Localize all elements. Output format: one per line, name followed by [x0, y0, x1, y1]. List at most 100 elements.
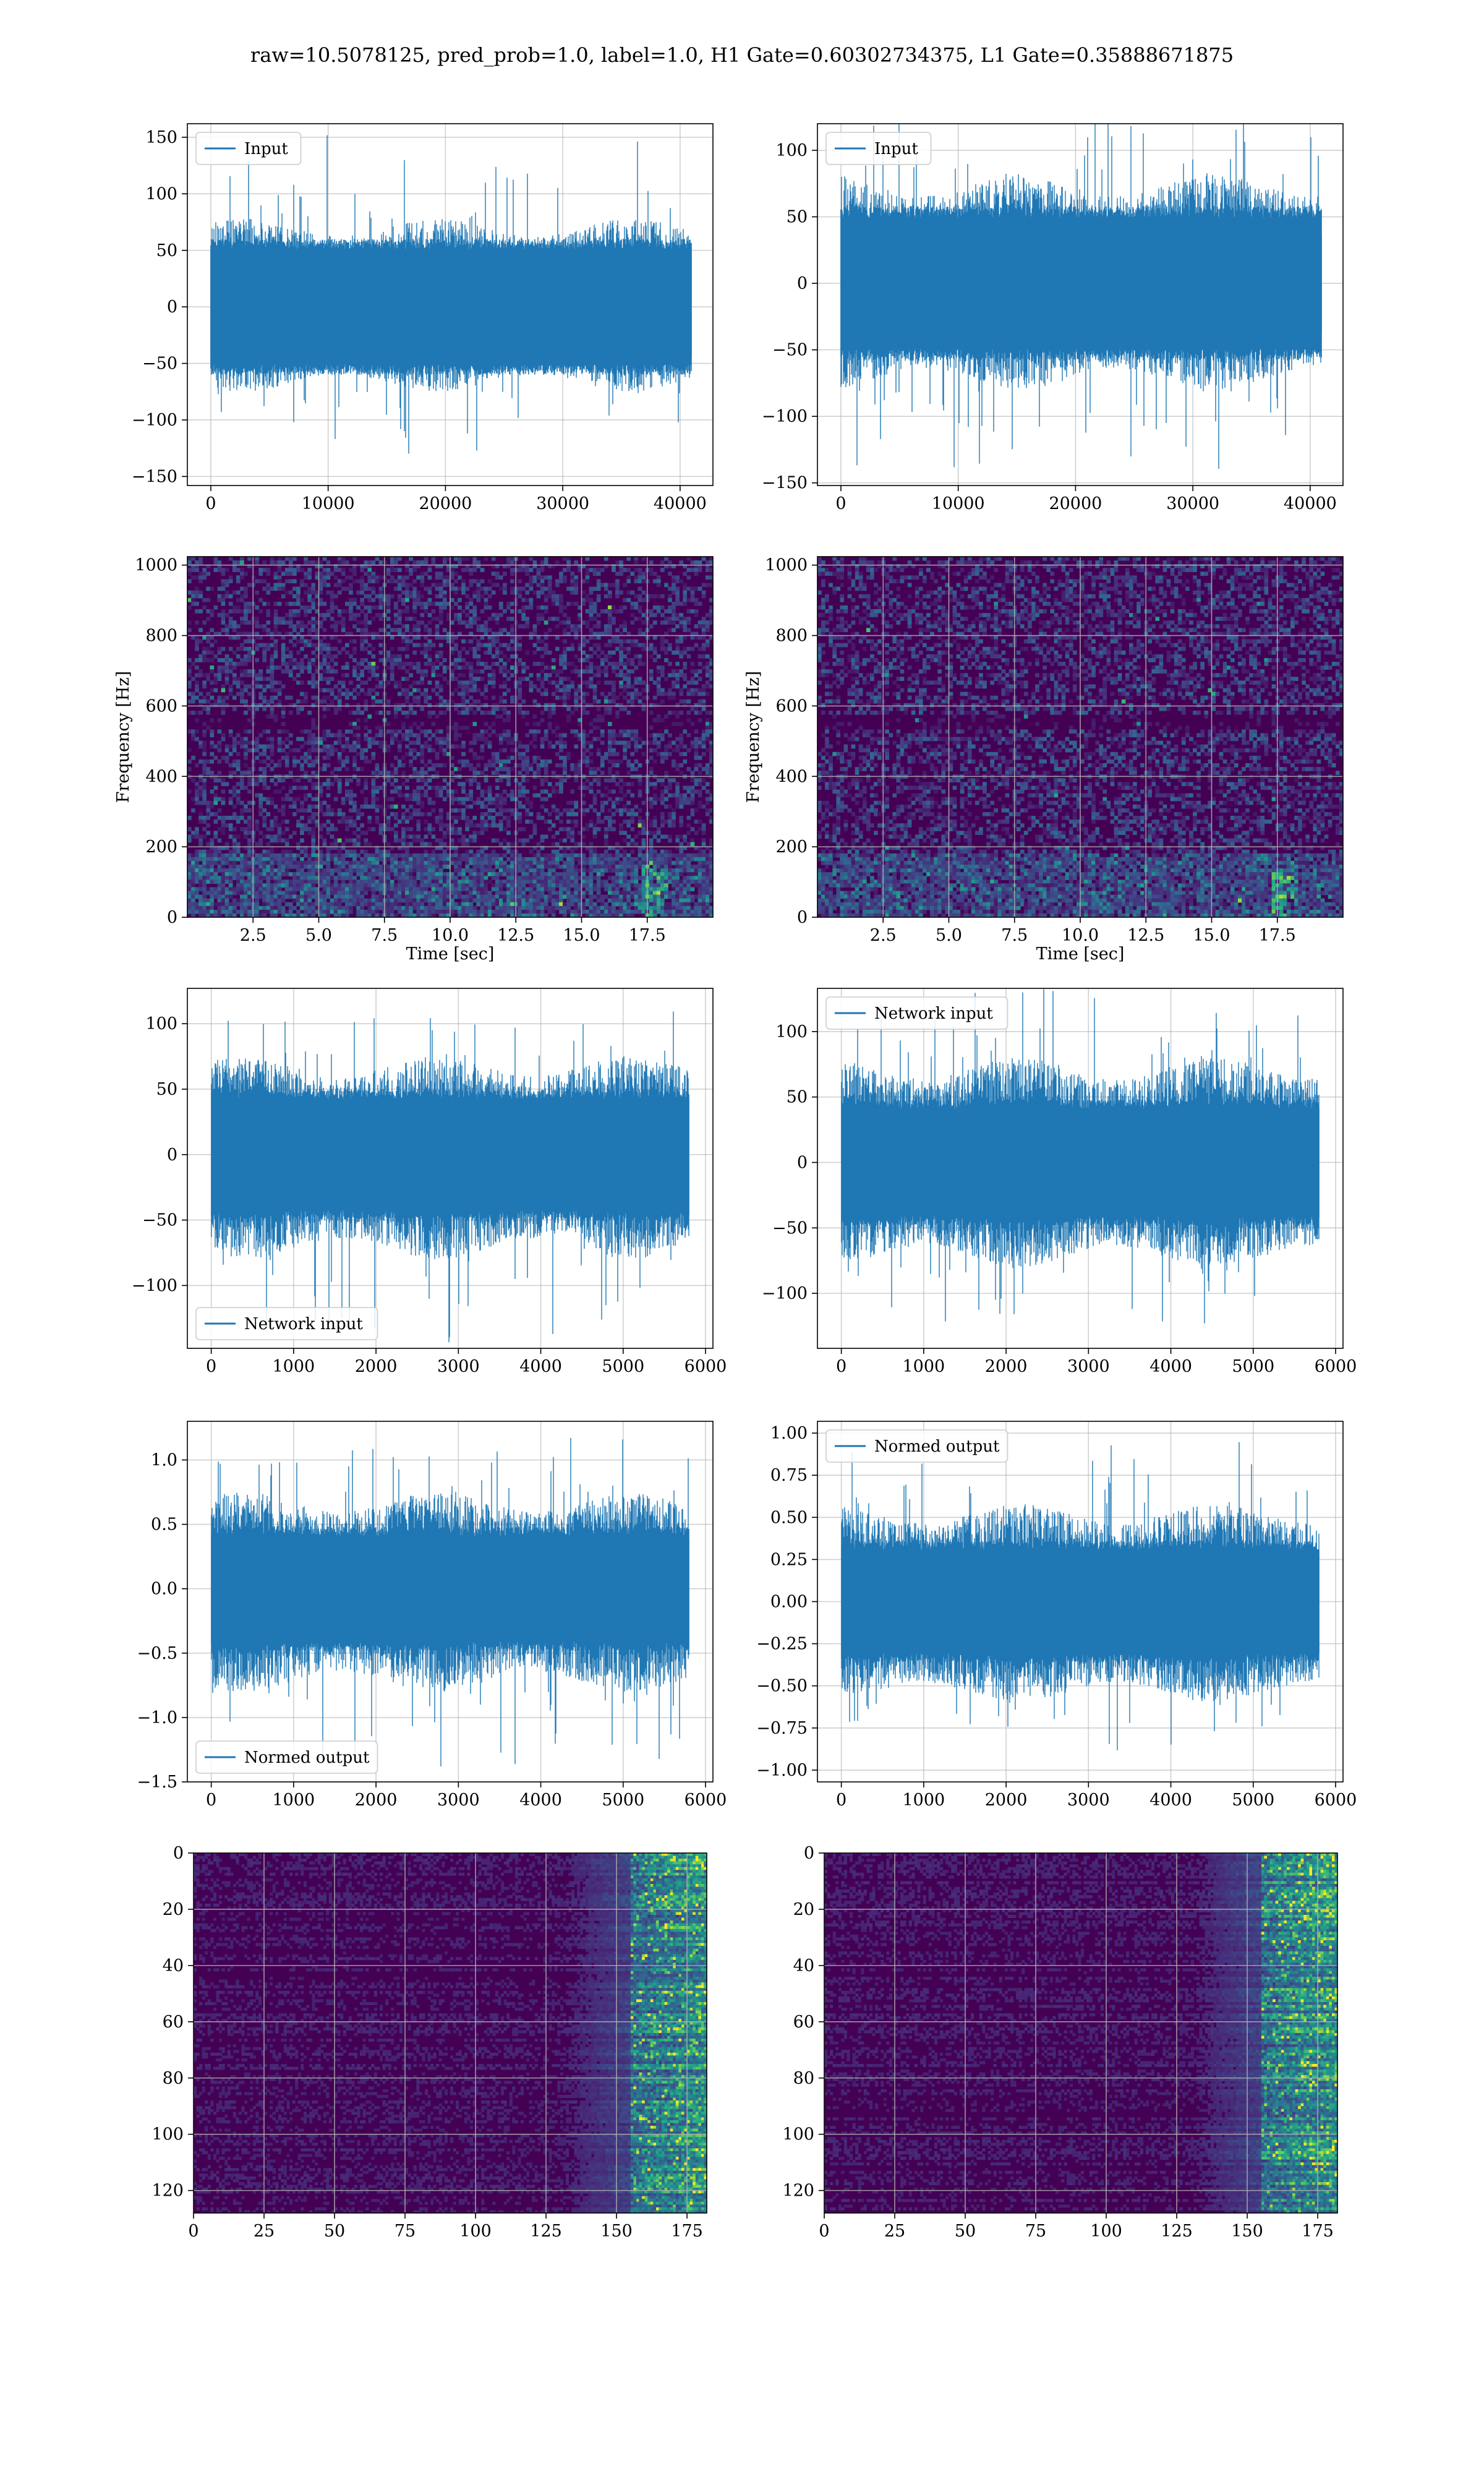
heatmap-cell	[465, 865, 469, 869]
heatmap-cell	[217, 778, 222, 782]
heatmap-cell	[551, 887, 556, 892]
heatmap-cell	[476, 662, 481, 666]
heatmap-cell	[240, 571, 244, 576]
heatmap-cell	[232, 620, 237, 625]
heatmap-cell	[318, 613, 323, 617]
heatmap-cell	[498, 658, 503, 662]
heatmap-cell	[386, 880, 391, 884]
heatmap-cell	[244, 673, 248, 677]
heatmap-cell	[390, 729, 394, 734]
heatmap-cell	[495, 865, 500, 869]
heatmap-cell	[480, 609, 485, 614]
heatmap-cell	[472, 876, 477, 880]
heatmap-cell	[442, 601, 447, 606]
heatmap-cell	[393, 831, 398, 835]
heatmap-cell	[480, 748, 485, 753]
heatmap-cell	[330, 699, 335, 704]
heatmap-cell	[442, 872, 447, 876]
heatmap-cell	[318, 894, 323, 899]
heatmap-cell	[438, 564, 443, 568]
heatmap-cell	[360, 643, 364, 648]
heatmap-cell	[393, 557, 398, 561]
heatmap-cell	[349, 797, 353, 802]
heatmap-cell	[547, 586, 552, 591]
heatmap-cell	[547, 575, 552, 580]
heatmap-cell	[288, 568, 293, 572]
heatmap-cell	[435, 883, 440, 888]
heatmap-cell	[217, 887, 222, 892]
heatmap-cell	[476, 560, 481, 565]
heatmap-cell	[378, 880, 383, 884]
heatmap-cell	[187, 789, 192, 794]
heatmap-cell	[551, 594, 556, 599]
heatmap-cell	[446, 726, 451, 730]
heatmap-cell	[281, 755, 286, 760]
heatmap-cell	[217, 880, 222, 884]
heatmap-cell	[364, 560, 369, 565]
heatmap-cell	[431, 898, 436, 903]
heatmap-cell	[454, 827, 458, 831]
heatmap-cell	[458, 880, 462, 884]
heatmap-cell	[472, 680, 477, 685]
heatmap-cell	[435, 860, 440, 865]
heatmap-cell	[438, 816, 443, 820]
heatmap-cell	[518, 662, 522, 666]
heatmap-cell	[228, 913, 233, 917]
heatmap-cell	[480, 860, 485, 865]
heatmap-cell	[247, 669, 252, 674]
heatmap-cell	[326, 849, 331, 854]
heatmap-cell	[281, 740, 286, 745]
heatmap-cell	[518, 894, 522, 899]
heatmap-cell	[476, 733, 481, 738]
heatmap-cell	[311, 583, 316, 588]
heatmap-cell	[352, 646, 357, 651]
heatmap-cell	[551, 617, 556, 621]
heatmap-cell	[424, 673, 429, 677]
heatmap-cell	[277, 601, 282, 606]
heatmap-cell	[277, 617, 282, 621]
heatmap-cell	[484, 797, 488, 802]
heatmap-cell	[311, 883, 316, 888]
heatmap-cell	[484, 868, 488, 873]
heatmap-cell	[450, 763, 454, 768]
heatmap-cell	[198, 703, 203, 708]
heatmap-cell	[521, 891, 526, 896]
heatmap-cell	[405, 564, 409, 568]
heatmap-cell	[450, 880, 454, 884]
heatmap-cell	[450, 771, 454, 775]
heatmap-cell	[540, 894, 545, 899]
heatmap-cell	[341, 800, 346, 805]
heatmap-cell	[525, 763, 530, 768]
heatmap-cell	[304, 913, 308, 917]
heatmap-cell	[525, 583, 530, 588]
heatmap-cell	[498, 860, 503, 865]
heatmap-cell	[210, 759, 215, 764]
heatmap-cell	[405, 865, 409, 869]
heatmap-cell	[337, 691, 342, 696]
heatmap-cell	[480, 902, 485, 907]
heatmap-cell	[228, 868, 233, 873]
heatmap-cell	[270, 560, 275, 565]
heatmap-cell	[510, 635, 514, 640]
heatmap-cell	[442, 635, 447, 640]
heatmap-cell	[322, 842, 327, 847]
heatmap-cell	[472, 609, 477, 614]
heatmap-cell	[240, 658, 244, 662]
heatmap-cell	[258, 887, 263, 892]
heatmap-cell	[378, 601, 383, 606]
heatmap-cell	[536, 639, 541, 644]
heatmap-cell	[224, 853, 229, 858]
heatmap-cell	[424, 688, 429, 693]
heatmap-cell	[277, 880, 282, 884]
heatmap-cell	[529, 883, 534, 888]
heatmap-cell	[273, 643, 278, 648]
heatmap-cell	[330, 771, 335, 775]
heatmap-cell	[270, 860, 275, 865]
heatmap-cell	[255, 823, 259, 828]
heatmap-cell	[307, 860, 312, 865]
heatmap-cell	[409, 898, 413, 903]
heatmap-cell	[525, 872, 530, 876]
heatmap-cell	[393, 857, 398, 862]
heatmap-cell	[333, 898, 338, 903]
heatmap-cell	[191, 834, 195, 839]
